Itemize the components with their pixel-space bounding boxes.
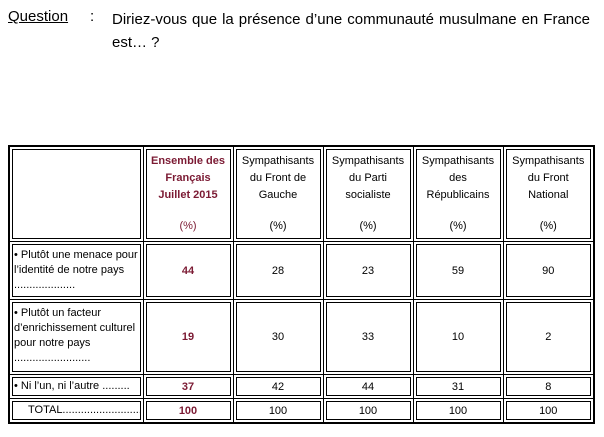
- header-fn-line2: du Front: [527, 172, 569, 184]
- value-cell: 44: [142, 241, 234, 300]
- value-cell: 37: [142, 374, 234, 399]
- value: 33: [361, 331, 375, 343]
- header-row: Ensemble des Français Juillet 2015 (%) S…: [8, 145, 595, 242]
- total-value-cell: 100: [322, 398, 414, 424]
- total-value: 100: [448, 404, 468, 417]
- header-ps-line1: Sympathisants: [331, 155, 405, 167]
- table-row: • Ni l’un, ni l’autre ......... 37 42 44…: [8, 374, 595, 399]
- header-ensemble-line3: Juillet 2015: [158, 189, 218, 201]
- question-colon: :: [90, 8, 95, 25]
- value: 44: [361, 380, 375, 393]
- value-cell: 30: [232, 299, 324, 375]
- row-label: • Plutôt un facteur d’enrichissement cul…: [14, 307, 136, 364]
- value: 44: [181, 264, 195, 277]
- header-fn-unit: (%): [539, 220, 557, 232]
- question-label: Question: [8, 8, 69, 25]
- value: 19: [181, 331, 195, 343]
- value: 30: [271, 331, 285, 343]
- value-cell: 23: [322, 241, 414, 300]
- header-fg-line3: Gauche: [258, 189, 298, 201]
- header-lr-unit: (%): [449, 220, 467, 232]
- total-value-cell: 100: [232, 398, 324, 424]
- value: 59: [451, 264, 465, 277]
- header-ps-line3: socialiste: [345, 189, 391, 201]
- value-cell: 8: [502, 374, 595, 399]
- row-label-cell: • Plutôt un facteur d’enrichissement cul…: [8, 299, 144, 375]
- value-cell: 59: [412, 241, 504, 300]
- value-cell: 28: [232, 241, 324, 300]
- total-value: 100: [539, 404, 558, 417]
- total-value-cell: 100: [142, 398, 234, 424]
- value-cell: 42: [232, 374, 324, 399]
- header-ensemble-line1: Ensemble des: [151, 155, 225, 167]
- header-ps-unit: (%): [359, 220, 377, 232]
- header-front-national: Sympathisants du Front National (%): [502, 145, 595, 242]
- value-cell: 33: [322, 299, 414, 375]
- value: 31: [451, 380, 465, 393]
- total-value: 100: [358, 404, 378, 417]
- value: 42: [271, 380, 285, 393]
- value-cell: 10: [412, 299, 504, 375]
- header-republicains: Sympathisants des Républicains (%): [412, 145, 504, 242]
- header-fg-unit: (%): [269, 220, 287, 232]
- total-value-cell: 100: [502, 398, 595, 424]
- value: 28: [271, 264, 285, 277]
- table-row: • Plutôt un facteur d’enrichissement cul…: [8, 299, 595, 375]
- header-fg-line2: du Front de: [249, 172, 307, 184]
- total-label: TOTAL..........................: [28, 404, 142, 416]
- total-value: 100: [178, 404, 198, 417]
- header-parti-socialiste: Sympathisants du Parti socialiste (%): [322, 145, 414, 242]
- row-label-cell: • Ni l’un, ni l’autre .........: [8, 374, 144, 399]
- total-row: TOTAL.......................... 100 100 …: [8, 398, 595, 424]
- header-lr-line3: Républicains: [426, 189, 490, 201]
- value: 37: [181, 380, 195, 393]
- header-lr-line2: des: [449, 172, 467, 184]
- header-fn-line1: Sympathisants: [512, 155, 585, 167]
- header-fn-line3: National: [528, 189, 569, 201]
- value: 90: [542, 264, 555, 277]
- value: 10: [451, 331, 465, 343]
- value-cell: 31: [412, 374, 504, 399]
- total-value-cell: 100: [412, 398, 504, 424]
- header-corner-cell: [8, 145, 144, 242]
- value-cell: 44: [322, 374, 414, 399]
- row-label: • Plutôt une menace pour l’identité de n…: [14, 249, 138, 291]
- header-lr-line1: Sympathisants: [421, 155, 495, 167]
- value-cell: 90: [502, 241, 595, 300]
- total-value: 100: [268, 404, 288, 417]
- table-row: • Plutôt une menace pour l’identité de n…: [8, 241, 595, 300]
- total-label-cell: TOTAL..........................: [8, 398, 144, 424]
- value: 23: [361, 264, 375, 277]
- header-fg-line1: Sympathisants: [241, 155, 315, 167]
- value: 8: [545, 380, 552, 393]
- results-table: Ensemble des Français Juillet 2015 (%) S…: [8, 145, 595, 424]
- header-ensemble-line2: Français: [165, 172, 211, 184]
- value-cell: 19: [142, 299, 234, 375]
- question-text: Diriez-vous que la présence d’une commun…: [112, 11, 590, 51]
- header-ps-line2: du Parti: [349, 172, 387, 184]
- row-label-cell: • Plutôt une menace pour l’identité de n…: [8, 241, 144, 300]
- header-ensemble: Ensemble des Français Juillet 2015 (%): [142, 145, 234, 242]
- row-label: • Ni l’un, ni l’autre .........: [14, 380, 130, 392]
- header-front-de-gauche: Sympathisants du Front de Gauche (%): [232, 145, 324, 242]
- header-ensemble-unit: (%): [179, 220, 197, 232]
- value: 2: [545, 331, 552, 343]
- value-cell: 2: [502, 299, 595, 375]
